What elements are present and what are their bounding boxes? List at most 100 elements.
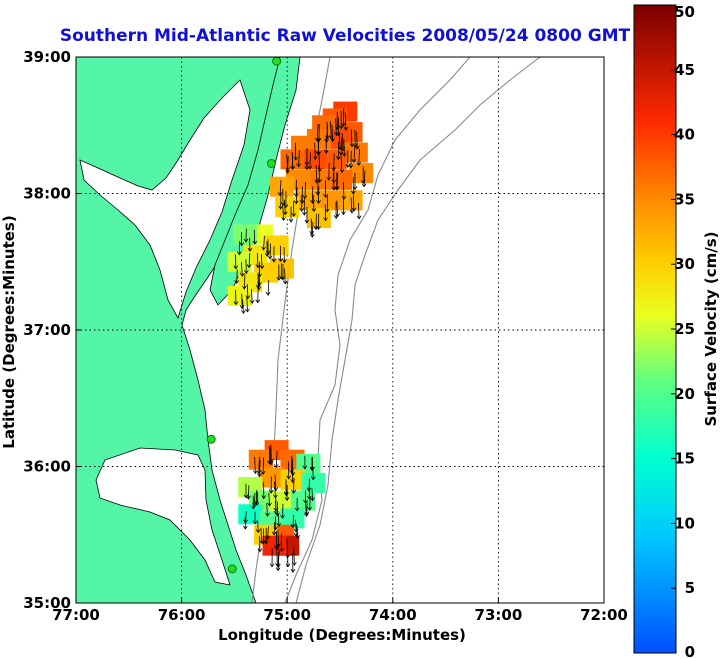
velocity-arrow [275, 500, 277, 515]
velocity-vectors [233, 108, 367, 573]
velocity-cell [296, 453, 321, 474]
velocity-arrowhead [295, 535, 300, 540]
velocity-arrowhead [273, 494, 278, 499]
velocity-arrow [268, 492, 270, 506]
colorbar-tick-label: 15 [674, 450, 695, 468]
velocity-arrowhead [306, 487, 312, 492]
velocity-arrowhead [310, 476, 316, 481]
velocity-arrowhead [323, 194, 328, 199]
velocity-arrowhead [301, 211, 307, 216]
y-tick-label: 38:00 [23, 185, 71, 203]
velocity-arrowhead [281, 217, 286, 222]
velocity-arrowhead [246, 495, 251, 500]
velocity-arrowhead [257, 473, 262, 478]
velocity-arrowhead [234, 280, 240, 285]
velocity-arrow [257, 274, 260, 290]
colorbar-tick-label: 5 [685, 579, 695, 597]
velocity-arrow [286, 153, 289, 171]
velocity-arrowhead [276, 276, 282, 281]
velocity-arrowhead [335, 156, 341, 161]
velocity-arrowhead [351, 159, 357, 163]
velocity-arrowhead [280, 276, 286, 281]
velocity-arrowhead [306, 495, 312, 500]
velocity-arrowhead [243, 525, 248, 530]
velocity-arrow [340, 137, 343, 155]
velocity-arrow [248, 252, 251, 268]
velocity-arrowhead [348, 164, 354, 169]
velocity-arrowhead [349, 209, 355, 214]
velocity-arrowhead [310, 497, 315, 502]
velocity-arrow [318, 154, 321, 172]
velocity-arrow [274, 481, 276, 498]
colorbar-tick-label: 20 [674, 385, 695, 403]
velocity-cell [227, 285, 252, 306]
velocity-arrowhead [261, 495, 267, 500]
velocity-arrowhead [290, 524, 296, 529]
velocity-arrow [342, 133, 344, 151]
velocity-arrow [245, 511, 247, 523]
velocity-arrowhead [339, 169, 345, 174]
velocity-arrow [253, 229, 256, 244]
velocity-arrow [342, 108, 345, 126]
x-tick-label: 73:00 [475, 606, 523, 624]
velocity-arrowhead [271, 258, 277, 263]
velocity-arrow [254, 456, 256, 474]
velocity-arrowhead [243, 519, 248, 524]
velocity-arrowhead [257, 281, 262, 286]
x-tick-label: 75:00 [263, 606, 311, 624]
velocity-arrow [282, 205, 285, 221]
velocity-arrowhead [356, 215, 362, 220]
velocity-arrowhead [282, 259, 287, 264]
velocity-cell [227, 251, 252, 272]
velocity-arrowhead [260, 470, 266, 475]
velocity-arrowhead [282, 280, 288, 285]
velocity-arrowhead [259, 265, 265, 270]
velocity-arrowhead [285, 563, 291, 568]
velocity-arrow [258, 459, 261, 477]
velocity-arrow [336, 173, 339, 190]
velocity-cell [262, 535, 287, 556]
velocity-arrow [353, 145, 356, 163]
velocity-arrowhead [268, 489, 274, 494]
velocity-arrowhead [340, 122, 346, 127]
velocity-arrowhead [285, 167, 291, 172]
velocity-arrowhead [323, 149, 329, 154]
velocity-arrow [331, 124, 333, 142]
velocity-arrowhead [293, 200, 299, 205]
velocity-arrow [296, 526, 299, 539]
velocity-arrowhead [334, 132, 339, 137]
velocity-arrowhead [285, 554, 291, 559]
velocity-arrowhead [275, 567, 281, 572]
velocity-arrowhead [267, 255, 273, 260]
velocity-arrowhead [288, 218, 294, 223]
velocity-arrowhead [233, 265, 239, 270]
velocity-arrowhead [247, 247, 253, 252]
velocity-cell [269, 490, 294, 511]
velocity-arrowhead [338, 125, 344, 130]
velocity-arrowhead [313, 156, 318, 161]
station-marker [206, 434, 216, 444]
velocity-arrowhead [265, 512, 270, 517]
velocity-arrow [356, 131, 358, 149]
velocity-arrowhead [352, 143, 358, 148]
velocity-arrowhead [290, 166, 295, 171]
velocity-arrow [277, 529, 279, 547]
velocity-arrowhead [276, 543, 281, 548]
velocity-arrowhead [259, 539, 264, 544]
velocity-arrowhead [310, 466, 315, 471]
velocity-arrowhead [284, 492, 289, 497]
x-axis: 77:00 76:00 75:00 74:00 73:00 72:00 [52, 598, 628, 624]
velocity-arrow [304, 181, 306, 199]
y-tick-label: 39:00 [23, 48, 71, 66]
velocity-arrowhead [311, 208, 317, 213]
velocity-arrowhead [334, 186, 339, 191]
velocity-cell [232, 224, 257, 245]
velocity-arrow [243, 274, 246, 289]
velocity-arrowhead [292, 561, 297, 566]
velocity-arrow [352, 195, 355, 212]
velocity-arrowhead [330, 138, 335, 143]
velocity-arrow [358, 148, 361, 166]
velocity-arrow [255, 490, 258, 504]
velocity-arrow [260, 253, 263, 269]
